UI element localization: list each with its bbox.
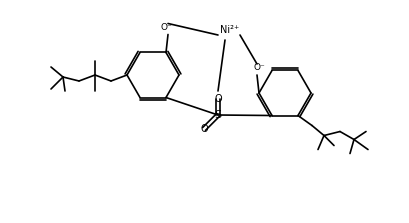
Text: O⁻: O⁻ (160, 23, 171, 32)
Text: O: O (200, 124, 207, 134)
Text: O: O (213, 94, 221, 104)
Text: S: S (214, 110, 221, 120)
Text: O⁻: O⁻ (252, 64, 264, 72)
Text: Ni²⁺: Ni²⁺ (220, 25, 239, 35)
